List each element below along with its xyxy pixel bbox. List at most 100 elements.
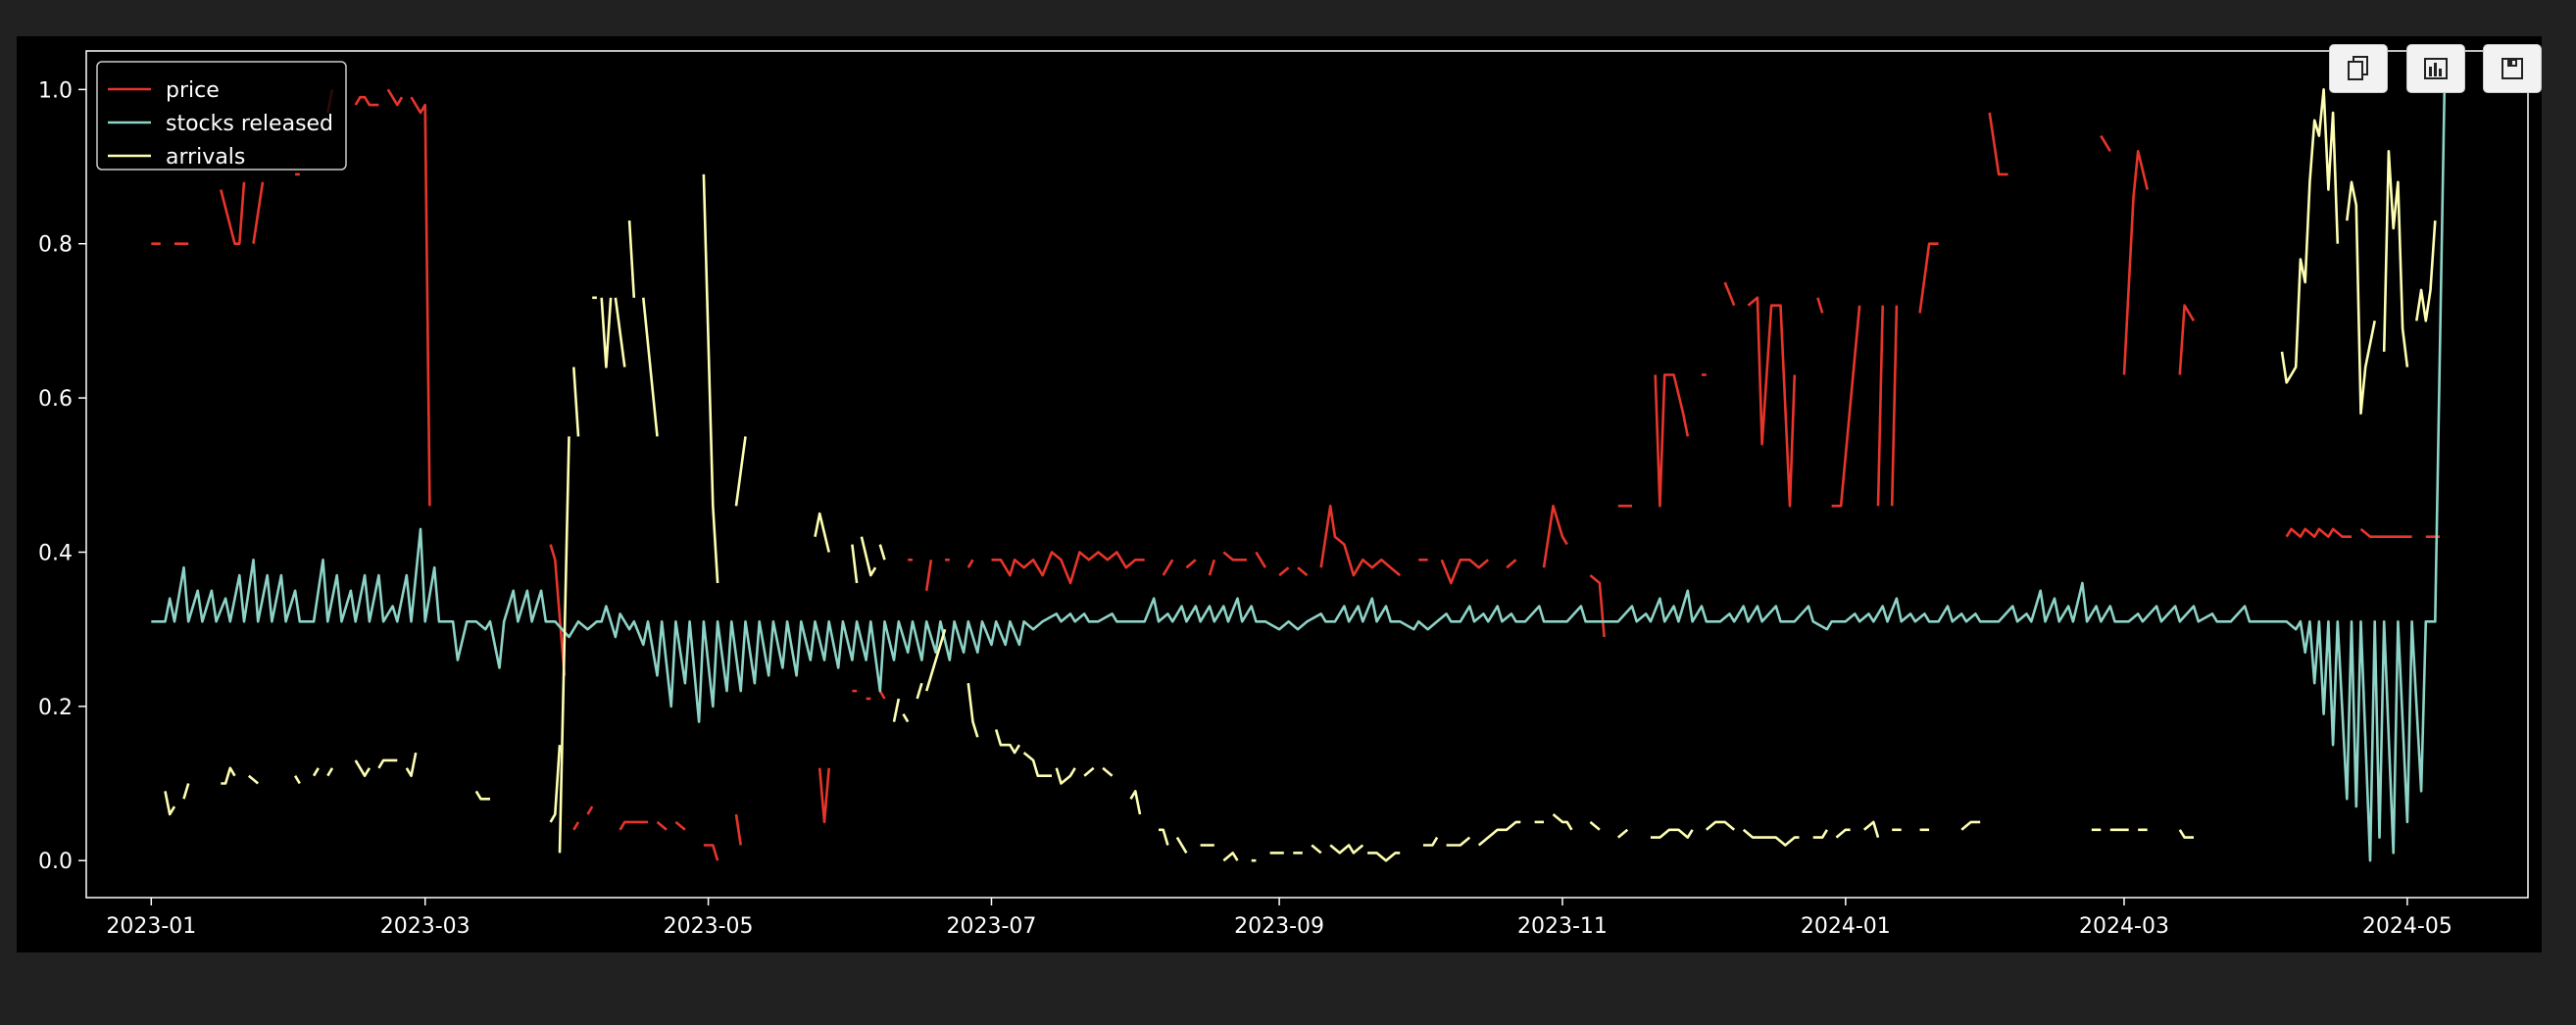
line-chart: 2023-01 2023-03 2023-05 2023-07 2023-09 2023-… [38, 50, 2529, 939]
series-line-arrivals [1650, 828, 1694, 839]
series-line-price [1747, 296, 1797, 508]
series-line-price [1440, 558, 1490, 585]
save-button[interactable] [2483, 44, 2542, 93]
series-line-arrivals [2346, 180, 2376, 415]
y-tick-label: 0.8 [38, 233, 73, 258]
series-line-arrivals [1175, 836, 1188, 854]
series-line-price [656, 820, 668, 831]
x-tick-label: 2023-09 [1234, 914, 1324, 939]
series-line-arrivals [293, 775, 301, 785]
series-line-price [2285, 527, 2352, 539]
series-line-arrivals [1705, 820, 1736, 831]
series-line-arrivals [1552, 813, 1573, 831]
y-tick-label: 0.0 [38, 850, 73, 874]
chart-figure: 2023-01 2023-03 2023-05 2023-07 2023-09 2023-… [17, 36, 2542, 952]
bar-chart-icon [2424, 58, 2448, 79]
series-line-arrivals [377, 758, 398, 769]
series-line-price [1654, 373, 1690, 508]
series-line-arrivals [1446, 836, 1471, 847]
series-line-price [1297, 566, 1309, 577]
series-line-arrivals [1129, 790, 1142, 815]
series-line-arrivals [702, 173, 719, 584]
series-line-arrivals [405, 752, 418, 778]
series-line-arrivals [860, 536, 877, 577]
series-line-price [2122, 150, 2149, 375]
x-tick-label: 2024-01 [1801, 914, 1891, 939]
series-line-price [252, 181, 265, 244]
series-line-arrivals [2178, 829, 2194, 839]
series-line-price [549, 544, 567, 676]
series-line-arrivals [326, 767, 334, 777]
series-line-arrivals [1311, 844, 1322, 854]
series-line-arrivals [851, 544, 859, 584]
series-line-price [2178, 304, 2196, 375]
legend-label: price [166, 78, 220, 103]
series-line-arrivals [1083, 766, 1095, 777]
save-icon [2502, 58, 2523, 79]
series-line-price [878, 690, 886, 700]
series-line-arrivals [734, 436, 747, 507]
series-line-arrivals [1329, 844, 1364, 854]
series-line-arrivals [2280, 87, 2340, 384]
series-line-price [586, 805, 594, 815]
series-line-price [1542, 504, 1568, 568]
series-line-arrivals [1742, 828, 1800, 847]
series-line-arrivals [1862, 820, 1880, 838]
series-line-price [572, 821, 580, 831]
legend-label: stocks released [166, 112, 333, 136]
series-line-arrivals [182, 783, 190, 800]
series-line-price [2100, 134, 2111, 152]
series-line-price [1589, 574, 1606, 638]
series-line-arrivals [1616, 828, 1629, 839]
series-line-price [991, 551, 1145, 585]
x-tick-label: 2023-03 [380, 914, 471, 939]
series-line-arrivals [549, 745, 562, 823]
series-line-arrivals [1222, 852, 1239, 862]
series-line-price [1876, 305, 1884, 507]
copy-button[interactable] [2329, 44, 2388, 93]
series-line-arrivals [994, 729, 1021, 755]
series-line-price [1255, 551, 1267, 568]
series-line-arrivals [1477, 820, 1521, 847]
series-line-price [924, 560, 933, 591]
series-line-price [703, 844, 719, 861]
chart-button[interactable] [2406, 44, 2465, 93]
legend-label: arrivals [166, 145, 245, 170]
series-line-price [1723, 281, 1736, 307]
x-tick-label: 2024-05 [2362, 914, 2452, 939]
series-line-price [1185, 559, 1197, 569]
series-line-arrivals [474, 790, 490, 801]
copy-icon [2348, 56, 2368, 80]
series-line-arrivals [614, 297, 626, 367]
series-line-arrivals [2415, 220, 2437, 322]
series-line-price [386, 88, 404, 107]
y-tick-label: 0.4 [38, 541, 73, 565]
series-line-arrivals [1102, 766, 1114, 777]
series-line-arrivals [1589, 820, 1601, 831]
x-tick-label: 2023-07 [947, 914, 1037, 939]
series-line-arrivals [312, 767, 320, 777]
series-line-arrivals [247, 774, 260, 785]
series-line-price [1208, 559, 1216, 576]
series-line-arrivals [1835, 828, 1851, 839]
series-line-arrivals [627, 220, 636, 298]
series-line-price [410, 96, 431, 507]
series-line-price [1890, 305, 1899, 507]
series-line-arrivals [1022, 752, 1052, 778]
y-tick-label: 0.2 [38, 696, 73, 720]
series-line-price [1319, 504, 1402, 577]
series-line-price [354, 95, 379, 107]
series-line-arrivals [642, 297, 659, 437]
series-line-arrivals [966, 683, 979, 738]
series-line-arrivals [221, 766, 236, 785]
series-line-arrivals [1367, 852, 1401, 862]
series-line-arrivals [916, 682, 923, 700]
series-line-arrivals [878, 544, 886, 561]
series-line-arrivals [164, 791, 176, 816]
series-line-price [619, 820, 648, 831]
series-line-price [1506, 559, 1517, 569]
x-tick-label: 2023-05 [664, 914, 754, 939]
series-line-arrivals [1422, 836, 1439, 847]
series-line-price [1918, 242, 1939, 314]
series-line-price [220, 181, 246, 245]
